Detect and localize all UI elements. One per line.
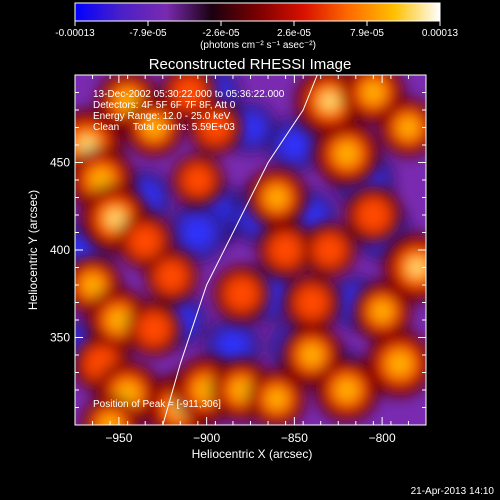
colorbar <box>74 2 441 22</box>
y-axis-label: Heliocentric Y (arcsec) <box>26 190 40 310</box>
emission-blob-mid <box>269 233 303 267</box>
negative-blob-core <box>239 116 262 139</box>
emission-blob-core <box>371 300 394 323</box>
emission-blob-core <box>387 351 413 377</box>
emission-blob-mid <box>155 260 188 293</box>
emission-blob-peak <box>411 261 423 274</box>
solar-limb-line <box>162 75 318 425</box>
annotation-detectors: Detectors: 4F 5F 6F 7F 8F, Att 0 <box>93 100 236 111</box>
positive-emission-layer <box>75 75 426 425</box>
image-area <box>75 75 426 425</box>
emission-blob-mid <box>128 224 162 258</box>
emission-blob-mid <box>137 312 171 346</box>
colorbar-tick-label: 0.00013 <box>422 28 459 39</box>
emission-blob-core <box>230 378 254 402</box>
colorbar-unit-label: (photons cm⁻² s⁻¹ asec⁻²) <box>200 40 316 51</box>
emission-blob-mid <box>172 75 206 110</box>
emission-blob-mid <box>224 276 259 311</box>
emission-blob-core <box>397 116 420 139</box>
annotation-time-range: 13-Dec-2002 05:30:22.000 to 05:36:22.000 <box>93 89 285 100</box>
colorbar-tick-label: -7.9e-05 <box>129 28 167 39</box>
negative-blob-core <box>185 219 211 246</box>
emission-blob-core <box>81 274 104 296</box>
x-tick-label: −900 <box>193 431 220 445</box>
emission-blob-core <box>335 378 359 402</box>
y-tick-label: 450 <box>50 156 70 170</box>
annotation-energy-range: Energy Range: 12.0 - 25.0 keV <box>93 111 231 122</box>
emission-blob-mid <box>182 164 214 196</box>
axis-ticks: −950 −900 −850 −800 350 400 450 <box>50 74 427 445</box>
colorbar-tick-label: 2.6e-05 <box>277 28 311 39</box>
emission-blob-core <box>265 186 289 209</box>
emission-blob-mid <box>295 285 329 320</box>
emission-blob-peak <box>109 212 122 225</box>
negative-blob-core <box>282 133 306 157</box>
emission-blob-core <box>99 414 122 425</box>
y-tick-label: 350 <box>50 331 70 345</box>
negative-blob-core <box>301 204 323 226</box>
emission-blob-mid <box>356 197 391 233</box>
emission-blob-peak <box>323 95 336 107</box>
x-tick-label: −850 <box>281 431 308 445</box>
colorbar-tick-label: -0.00013 <box>55 28 95 39</box>
x-tick-label: −800 <box>369 431 396 445</box>
annotation-clean-counts: Clean Total counts: 5.59E+03 <box>93 122 235 133</box>
emission-blob-core <box>142 116 165 139</box>
emission-blob-peak <box>81 139 94 151</box>
x-axis-label: Heliocentric X (arcsec) <box>192 447 313 461</box>
y-tick-label: 400 <box>50 243 70 257</box>
emission-blob-core <box>300 343 324 367</box>
emission-blob-mid <box>199 111 232 144</box>
footer-timestamp: 21-Apr-2013 14:10 <box>411 486 495 497</box>
negative-blob-core <box>220 334 246 359</box>
emission-blob-core <box>106 308 131 332</box>
colorbar-tick-label: 7.9e-05 <box>350 28 384 39</box>
x-tick-label: −950 <box>105 431 132 445</box>
peak-position-label: Position of Peak = [-911,306] <box>93 399 221 410</box>
emission-blob-core <box>361 80 385 105</box>
emission-blob-core <box>265 387 288 410</box>
chart-title: Reconstructed RHESSI Image <box>149 56 352 73</box>
emission-blob-mid <box>313 233 346 267</box>
colorbar-ticks: -0.00013 -7.9e-05 -2.6e-05 2.6e-05 7.9e-05 0.… <box>55 21 459 39</box>
colorbar-tick-label: -2.6e-05 <box>202 28 240 39</box>
emission-blob-core <box>334 141 360 166</box>
